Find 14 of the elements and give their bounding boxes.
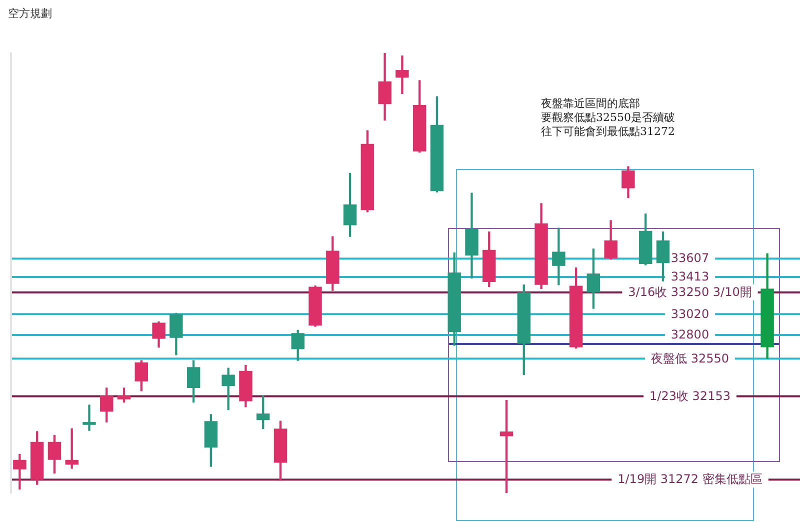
annotation: 要觀察低點32550是否續破 [541,111,675,125]
ref-line-label: 32800 [670,328,710,342]
ref-line-label: 夜盤低 32550 [651,351,729,366]
ref-line-label: 33607 [670,251,710,266]
ref-line-label: 1/23收 32153 [650,388,730,403]
ref-line-label: 33413 [670,270,710,284]
ref-line-label: 3/16收 33250 3/10開 [628,285,752,300]
candlestick [82,404,96,431]
ref-line-label: 1/19開 31272 密集低點區 [618,472,762,486]
annotation: 往下可能會到最低點31272 [541,125,675,139]
annotation: 夜盤靠近區間的底部 [541,97,641,111]
ref-line-label: 33020 [670,306,710,321]
candlestick [396,56,409,94]
chart-title: 空方規劃 [8,6,52,21]
